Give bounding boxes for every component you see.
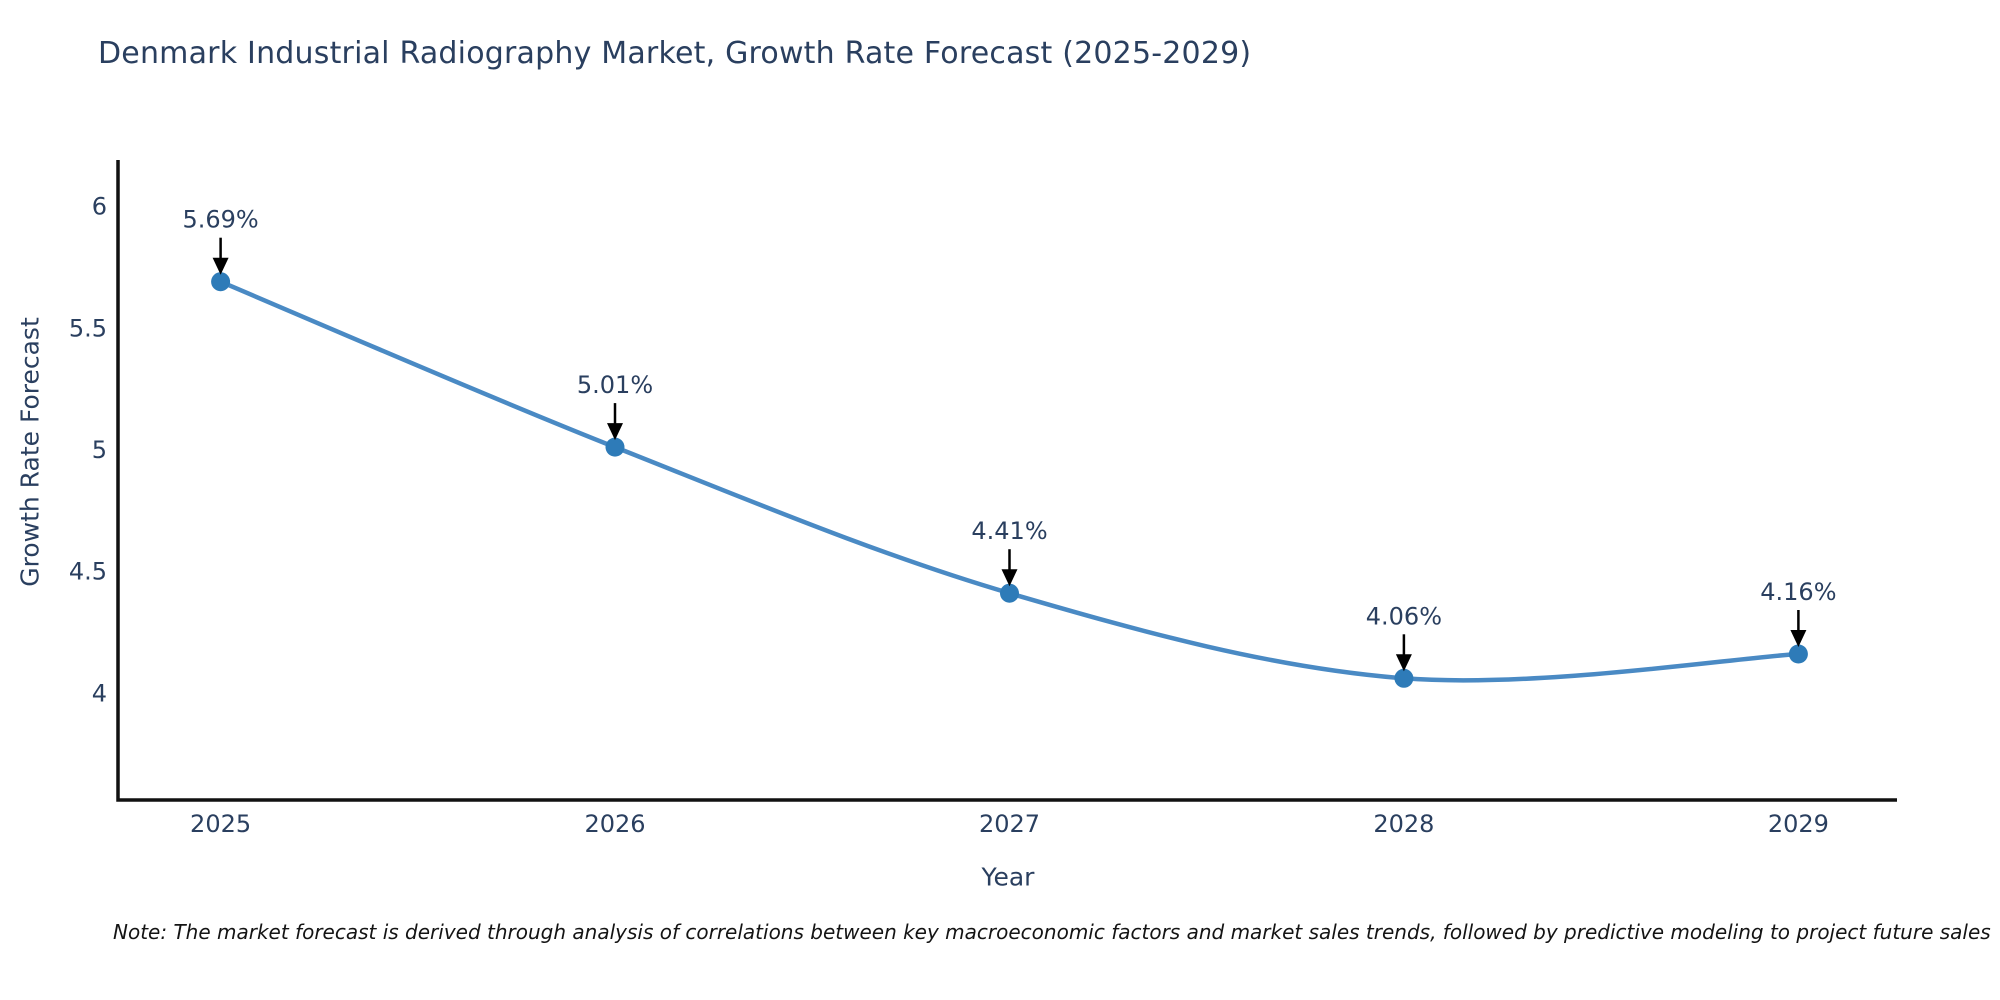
annotation-label: 4.16% — [1760, 578, 1836, 606]
x-tick-label: 2026 — [584, 810, 645, 838]
annotation-arrow-head — [1001, 569, 1018, 587]
data-point-2028 — [1394, 668, 1414, 688]
data-point-2025 — [211, 272, 231, 292]
annotation-arrow-head — [212, 257, 229, 275]
x-tick-label: 2025 — [190, 810, 251, 838]
annotation-arrow-head — [1395, 654, 1412, 672]
x-tick-label: 2028 — [1373, 810, 1434, 838]
annotation-label: 4.41% — [971, 517, 1047, 545]
y-tick-label: 5 — [92, 436, 107, 464]
data-point-2026 — [605, 437, 625, 457]
y-tick-label: 4 — [92, 679, 107, 707]
data-point-2029 — [1788, 644, 1808, 664]
annotation-label: 5.01% — [577, 371, 653, 399]
annotation-arrow-head — [607, 423, 623, 441]
forecast-line — [218, 279, 1801, 683]
annotation-label: 4.06% — [1366, 602, 1442, 630]
chart-title: Denmark Industrial Radiography Market, G… — [98, 36, 1252, 71]
annotation-arrow-head — [1790, 630, 1807, 647]
annotation-label: 5.69% — [182, 206, 258, 234]
x-tick-label: 2029 — [1768, 810, 1829, 838]
y-tick-label: 5.5 — [69, 314, 107, 342]
y-tick-label: 4.5 — [69, 558, 107, 586]
footnote: Note: The market forecast is derived thr… — [113, 920, 1991, 944]
axis-lines — [116, 160, 1897, 802]
x-tick-label: 2027 — [979, 810, 1040, 838]
data-point-2027 — [1000, 583, 1019, 603]
y-tick-label: 6 — [92, 193, 107, 221]
x-axis-title: Year — [981, 862, 1035, 892]
